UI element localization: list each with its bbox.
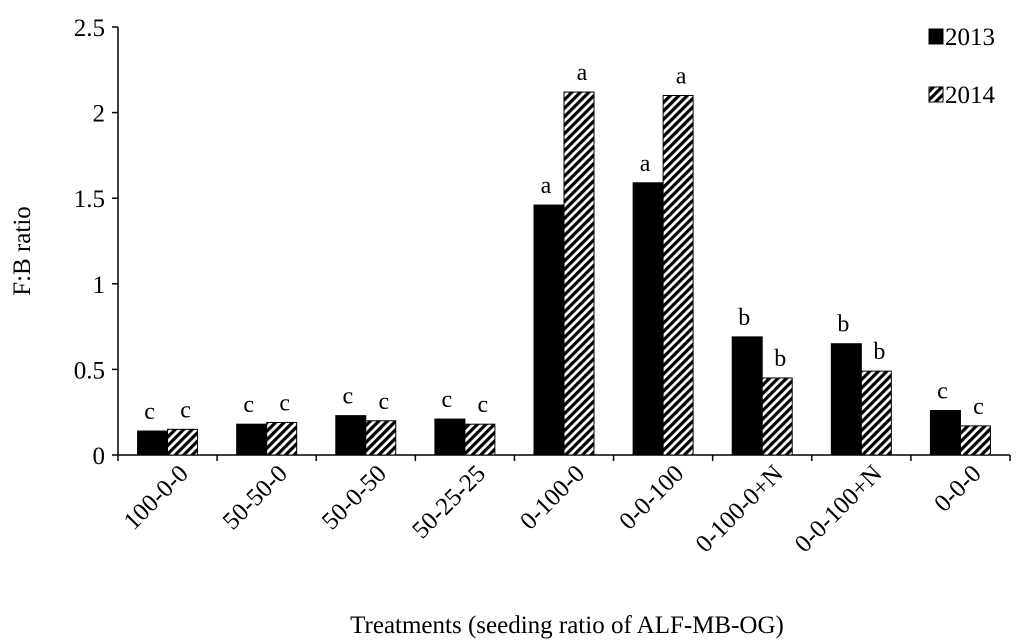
bar-2013-50-25-25 (434, 418, 466, 456)
x-tick-label: 0-0-100+N (790, 460, 888, 558)
bar-2013-50-0-50 (335, 415, 367, 456)
x-tick-label: 0-100-0+N (691, 460, 789, 558)
bar-2013-0-100-0 (533, 204, 565, 456)
legend-swatch-2013 (928, 28, 944, 45)
significance-letter: c (937, 378, 948, 404)
significance-letter: c (478, 392, 489, 418)
significance-letter: c (342, 384, 353, 410)
bar-2013-0-0-100 (632, 182, 664, 456)
significance-letter: a (640, 151, 651, 177)
significance-letter: c (144, 399, 155, 425)
y-tick-label: 0 (93, 443, 106, 470)
y-tick-label: 2.5 (74, 15, 105, 42)
bar-2013-100-0-0 (137, 430, 169, 456)
bar-2013-0-100-0+N (731, 336, 763, 456)
bar-2014-100-0-0 (167, 428, 199, 456)
x-tick-label: 0-0-100 (614, 460, 689, 535)
bar-2013-50-50-0 (236, 423, 268, 456)
bar-2013-0-0-100+N (830, 343, 862, 456)
bar-2014-0-0-100 (662, 94, 694, 456)
x-tick-label: 0-100-0 (515, 460, 590, 535)
x-tick-label: 0-0-0 (929, 460, 986, 517)
significance-letter: c (243, 392, 254, 418)
bar-2013-0-0-0 (929, 409, 961, 456)
bar-2014-50-25-25 (464, 423, 496, 456)
significance-letter: c (973, 394, 984, 420)
significance-letter: b (837, 312, 849, 338)
significance-letter: c (180, 397, 191, 423)
x-tick-label: 50-50-0 (218, 460, 293, 535)
bars (137, 91, 991, 456)
x-tick-label: 50-25-25 (407, 460, 491, 544)
y-tick-label: 2 (93, 101, 106, 128)
bar-2014-0-0-100+N (860, 370, 892, 456)
x-axis-title: Treatments (seeding ratio of ALF-MB-OG) (350, 612, 784, 639)
significance-letter: a (676, 63, 687, 89)
bar-2014-50-0-50 (365, 420, 397, 456)
bar-2014-0-0-0 (959, 425, 991, 456)
y-tick-label: 1 (93, 272, 106, 299)
axes: 0 0.5 1 1.5 2 2.5 100-0-0 50-50-0 50-0-50 50-25-2… (9, 15, 1011, 639)
significance-letter: b (873, 339, 885, 365)
significance-letter: c (442, 387, 453, 413)
significance-letter: b (774, 346, 786, 372)
y-tick-label: 0.5 (74, 357, 105, 384)
significance-letter: c (378, 389, 389, 415)
bar-2014-0-100-0 (563, 91, 595, 456)
legend-swatch-2014 (928, 86, 944, 103)
y-tick-label: 1.5 (74, 186, 105, 213)
bar-2014-50-50-0 (266, 421, 298, 456)
legend-label-2013: 2013 (945, 24, 995, 51)
x-tick-label: 100-0-0 (119, 460, 194, 535)
significance-letter: b (738, 305, 750, 331)
significance-letter: a (541, 173, 552, 199)
significance-letter: c (279, 390, 290, 416)
legend: 2013 2014 (928, 24, 996, 109)
x-tick-label: 50-0-50 (317, 460, 392, 535)
significance-letter: a (577, 60, 588, 86)
bar-2014-0-100-0+N (761, 377, 793, 456)
y-axis-title: F:B ratio (9, 206, 36, 296)
legend-label-2014: 2014 (945, 82, 996, 109)
